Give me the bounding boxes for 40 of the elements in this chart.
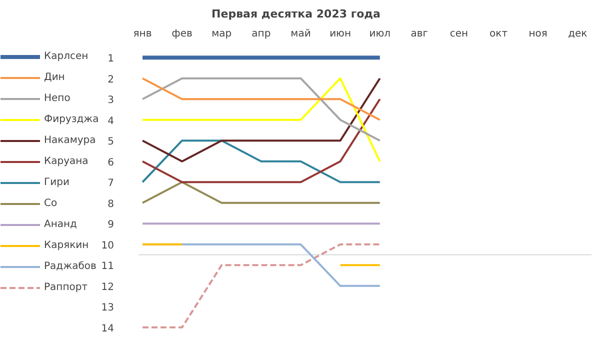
x-tick-label: мар [212,28,232,40]
y-tick-label: 4 [108,116,114,127]
y-tick-label: 6 [108,157,114,168]
y-tick-label: 7 [108,178,114,190]
y-tick-label: 12 [101,282,114,293]
legend-label: Карякин [44,239,89,253]
x-tick-label: июл [369,28,391,40]
y-tick-label: 3 [108,95,114,106]
legend-label: Непо [44,92,70,106]
y-tick-label: 9 [108,220,114,231]
x-tick-label: дек [568,28,588,40]
y-tick-label: 2 [108,74,114,86]
legend-label: Накамура [44,134,96,148]
y-tick-label: 1 [108,54,114,65]
legend-label: Раппорт [44,281,88,295]
x-tick-label: сен [450,28,468,40]
legend-label: Раджабов [44,260,96,274]
x-tick-label: май [290,28,311,40]
x-tick-label: янв [133,28,152,40]
x-tick-label: авг [410,28,428,40]
legend-label: Гири [44,176,70,190]
x-tick-label: ноя [528,28,548,40]
chart-title: Первая десятка 2023 года [212,8,380,20]
y-tick-label: 10 [101,240,114,252]
legend-label: Каруана [44,155,88,169]
x-tick-label: окт [490,28,508,40]
legend-label: Со [44,197,58,211]
y-tick-label: 8 [108,198,114,210]
x-tick-label: апр [252,28,271,40]
x-tick-label: июн [330,28,352,40]
x-tick-label: фев [172,28,192,40]
legend-label: Карлсен [44,50,88,64]
legend-label: Ананд [44,218,77,232]
legend-label: Дин [44,71,65,85]
legend-label: Фирузджа [44,113,99,127]
y-tick-label: 13 [101,302,114,314]
y-tick-label: 14 [101,323,114,334]
y-tick-label: 5 [108,136,114,148]
y-tick-label: 11 [101,261,114,272]
line-series [142,77,381,142]
